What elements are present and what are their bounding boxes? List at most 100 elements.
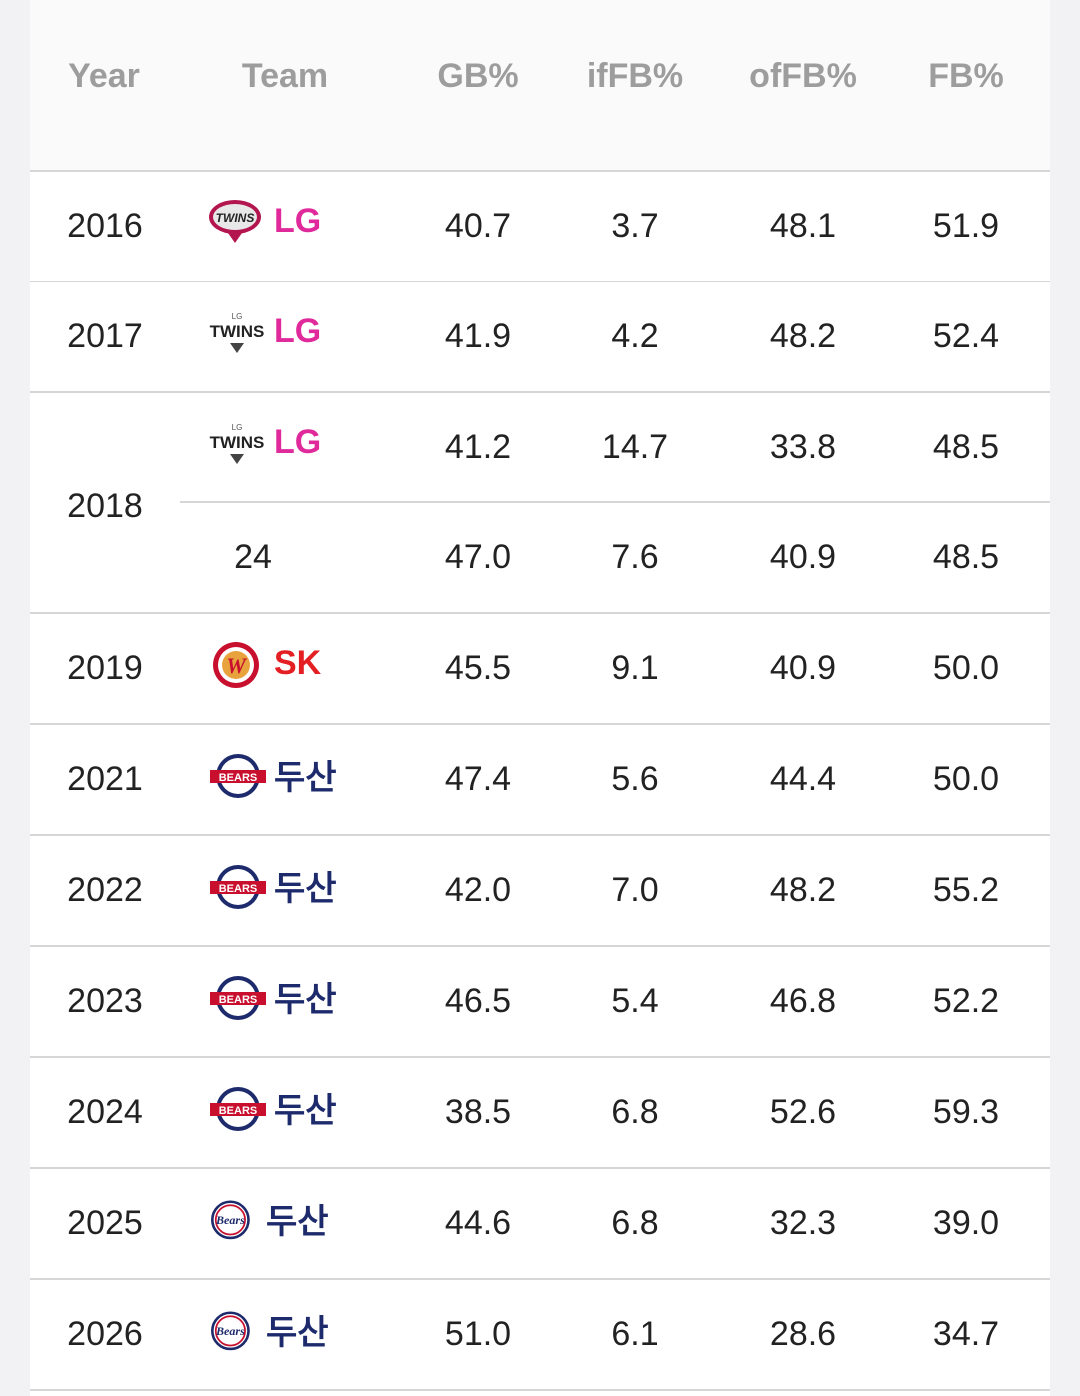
svg-text:Bears: Bears — [215, 1324, 245, 1338]
fb-cell: 48.5 — [932, 428, 1000, 466]
gb-cell: 47.4 — [444, 760, 512, 798]
offb-cell: 40.9 — [769, 649, 837, 687]
table-row: 2024 BEARS 두산 38.5 6.8 52.6 59.3 — [30, 1058, 1050, 1169]
iffb-cell: 7.6 — [611, 538, 659, 576]
team-cell[interactable]: BEARS 두산 — [208, 1058, 337, 1167]
gb-cell: 44.6 — [444, 1204, 512, 1242]
iffb-cell: 4.2 — [611, 317, 659, 355]
header-team[interactable]: Team — [241, 57, 329, 95]
svg-text:BEARS: BEARS — [219, 994, 258, 1006]
team-cell[interactable]: LG TWINS LG — [208, 393, 321, 502]
year-cell: 2017 — [67, 317, 143, 355]
header-gb[interactable]: GB% — [437, 57, 519, 95]
header-year[interactable]: Year — [68, 57, 140, 95]
team-cell[interactable]: Bears 두산 — [208, 1280, 329, 1389]
table-row: 2016 TWINS LG 40.7 3.7 48.1 51.9 — [30, 172, 1050, 283]
fb-cell: 34.7 — [932, 1315, 1000, 1353]
team-cell[interactable]: W SK — [208, 614, 321, 723]
fb-cell: 51.9 — [932, 207, 1000, 245]
svg-text:BEARS: BEARS — [219, 772, 258, 784]
gb-cell: 46.5 — [444, 982, 512, 1020]
doosan-bears-logo-icon: BEARS — [210, 864, 266, 909]
lg-twins-logo-icon: LG TWINS — [210, 312, 264, 353]
sk-wyverns-logo-icon: W — [213, 641, 259, 688]
svg-text:LG: LG — [232, 312, 243, 321]
offb-cell: 46.8 — [769, 982, 837, 1020]
doosan-bears-logo-new-icon: Bears — [211, 1310, 250, 1350]
row-divider — [180, 501, 1050, 503]
team-name: SK — [274, 644, 322, 682]
team-name: 두산 — [274, 1092, 337, 1130]
gb-cell: 40.7 — [444, 207, 512, 245]
offb-cell: 32.3 — [769, 1204, 837, 1242]
header-fb[interactable]: FB% — [928, 57, 1004, 95]
team-cell[interactable]: BEARS 두산 — [208, 725, 337, 834]
gb-cell: 47.0 — [444, 538, 512, 576]
fb-cell: 39.0 — [932, 1204, 1000, 1242]
offb-cell: 28.6 — [769, 1315, 837, 1353]
table-row: 2022 BEARS 두산 42.0 7.0 48.2 55.2 — [30, 836, 1050, 947]
svg-text:BEARS: BEARS — [219, 1105, 258, 1117]
team-cell[interactable]: BEARS 두산 — [208, 947, 337, 1056]
gb-cell: 41.2 — [444, 428, 512, 466]
offb-cell: 40.9 — [769, 538, 837, 576]
fb-cell: 55.2 — [932, 871, 1000, 909]
gb-cell: 45.5 — [444, 649, 512, 687]
fb-cell: 48.5 — [932, 538, 1000, 576]
team-name: 두산 — [274, 981, 337, 1019]
stats-table: Year Team GB% ifFB% ofFB% FB% 2016 TWINS… — [30, 0, 1050, 1396]
doosan-bears-logo-new-icon: Bears — [211, 1199, 250, 1239]
fb-cell: 50.0 — [932, 760, 1000, 798]
year-cell: 2019 — [67, 649, 143, 687]
table-row: 2017 LG TWINS LG 41.9 4.2 48.2 52.4 — [30, 282, 1050, 393]
offb-cell: 44.4 — [769, 760, 837, 798]
doosan-bears-logo-icon: BEARS — [210, 975, 266, 1020]
team-name: 두산 — [274, 870, 337, 908]
header-offb[interactable]: ofFB% — [749, 57, 857, 95]
offb-cell: 48.2 — [769, 317, 837, 355]
year-cell: 2024 — [67, 1093, 143, 1131]
lg-twins-logo-old-icon: TWINS — [209, 199, 261, 243]
team-cell[interactable]: LG TWINS LG — [208, 282, 321, 391]
year-cell: 2021 — [67, 760, 143, 798]
doosan-bears-logo-icon: BEARS — [210, 1086, 266, 1131]
iffb-cell: 6.8 — [611, 1204, 659, 1242]
svg-text:BEARS: BEARS — [219, 883, 258, 895]
offb-cell: 48.1 — [769, 207, 837, 245]
iffb-cell: 6.8 — [611, 1093, 659, 1131]
fb-cell: 52.4 — [932, 317, 1000, 355]
fb-cell: 52.2 — [932, 982, 1000, 1020]
team-cell[interactable]: BEARS 두산 — [208, 836, 337, 945]
table-row: 2021 BEARS 두산 47.4 5.6 44.4 50.0 — [30, 725, 1050, 836]
table-row: 2019 W SK 45.5 9.1 40.9 50.0 — [30, 614, 1050, 725]
team-name: 두산 — [266, 1314, 329, 1352]
table-row: 24 47.0 7.6 40.9 48.5 — [30, 503, 1050, 614]
team-name: LG — [274, 202, 322, 240]
team-name: 두산 — [266, 1203, 329, 1241]
iffb-cell: 7.0 — [611, 871, 659, 909]
iffb-cell: 3.7 — [611, 207, 659, 245]
table-header: Year Team GB% ifFB% ofFB% FB% — [30, 0, 1050, 173]
svg-text:W: W — [226, 653, 247, 678]
lg-twins-logo-icon: LG TWINS — [210, 423, 264, 464]
team-name: LG — [274, 423, 322, 461]
table-row: LG TWINS LG 41.2 14.7 33.8 48.5 — [30, 393, 1050, 502]
svg-text:Bears: Bears — [215, 1213, 245, 1227]
table-row: 2025 Bears 두산 44.6 6.8 32.3 39.0 — [30, 1169, 1050, 1280]
team-cell[interactable]: TWINS LG — [208, 172, 321, 281]
fb-cell: 59.3 — [932, 1093, 1000, 1131]
svg-text:TWINS: TWINS — [216, 211, 255, 225]
svg-text:LG: LG — [232, 423, 243, 432]
team-name: 두산 — [274, 759, 337, 797]
gb-cell: 41.9 — [444, 317, 512, 355]
year-cell: 2016 — [67, 207, 143, 245]
year-cell-merged: 2018 — [67, 487, 143, 525]
gb-cell: 51.0 — [444, 1315, 512, 1353]
offb-cell: 52.6 — [769, 1093, 837, 1131]
team-cell: 24 — [234, 538, 272, 576]
offb-cell: 33.8 — [769, 428, 837, 466]
offb-cell: 48.2 — [769, 871, 837, 909]
team-cell[interactable]: Bears 두산 — [208, 1169, 329, 1278]
table-row: 2026 Bears 두산 51.0 6.1 28.6 34.7 — [30, 1280, 1050, 1391]
header-iffb[interactable]: ifFB% — [586, 57, 684, 95]
